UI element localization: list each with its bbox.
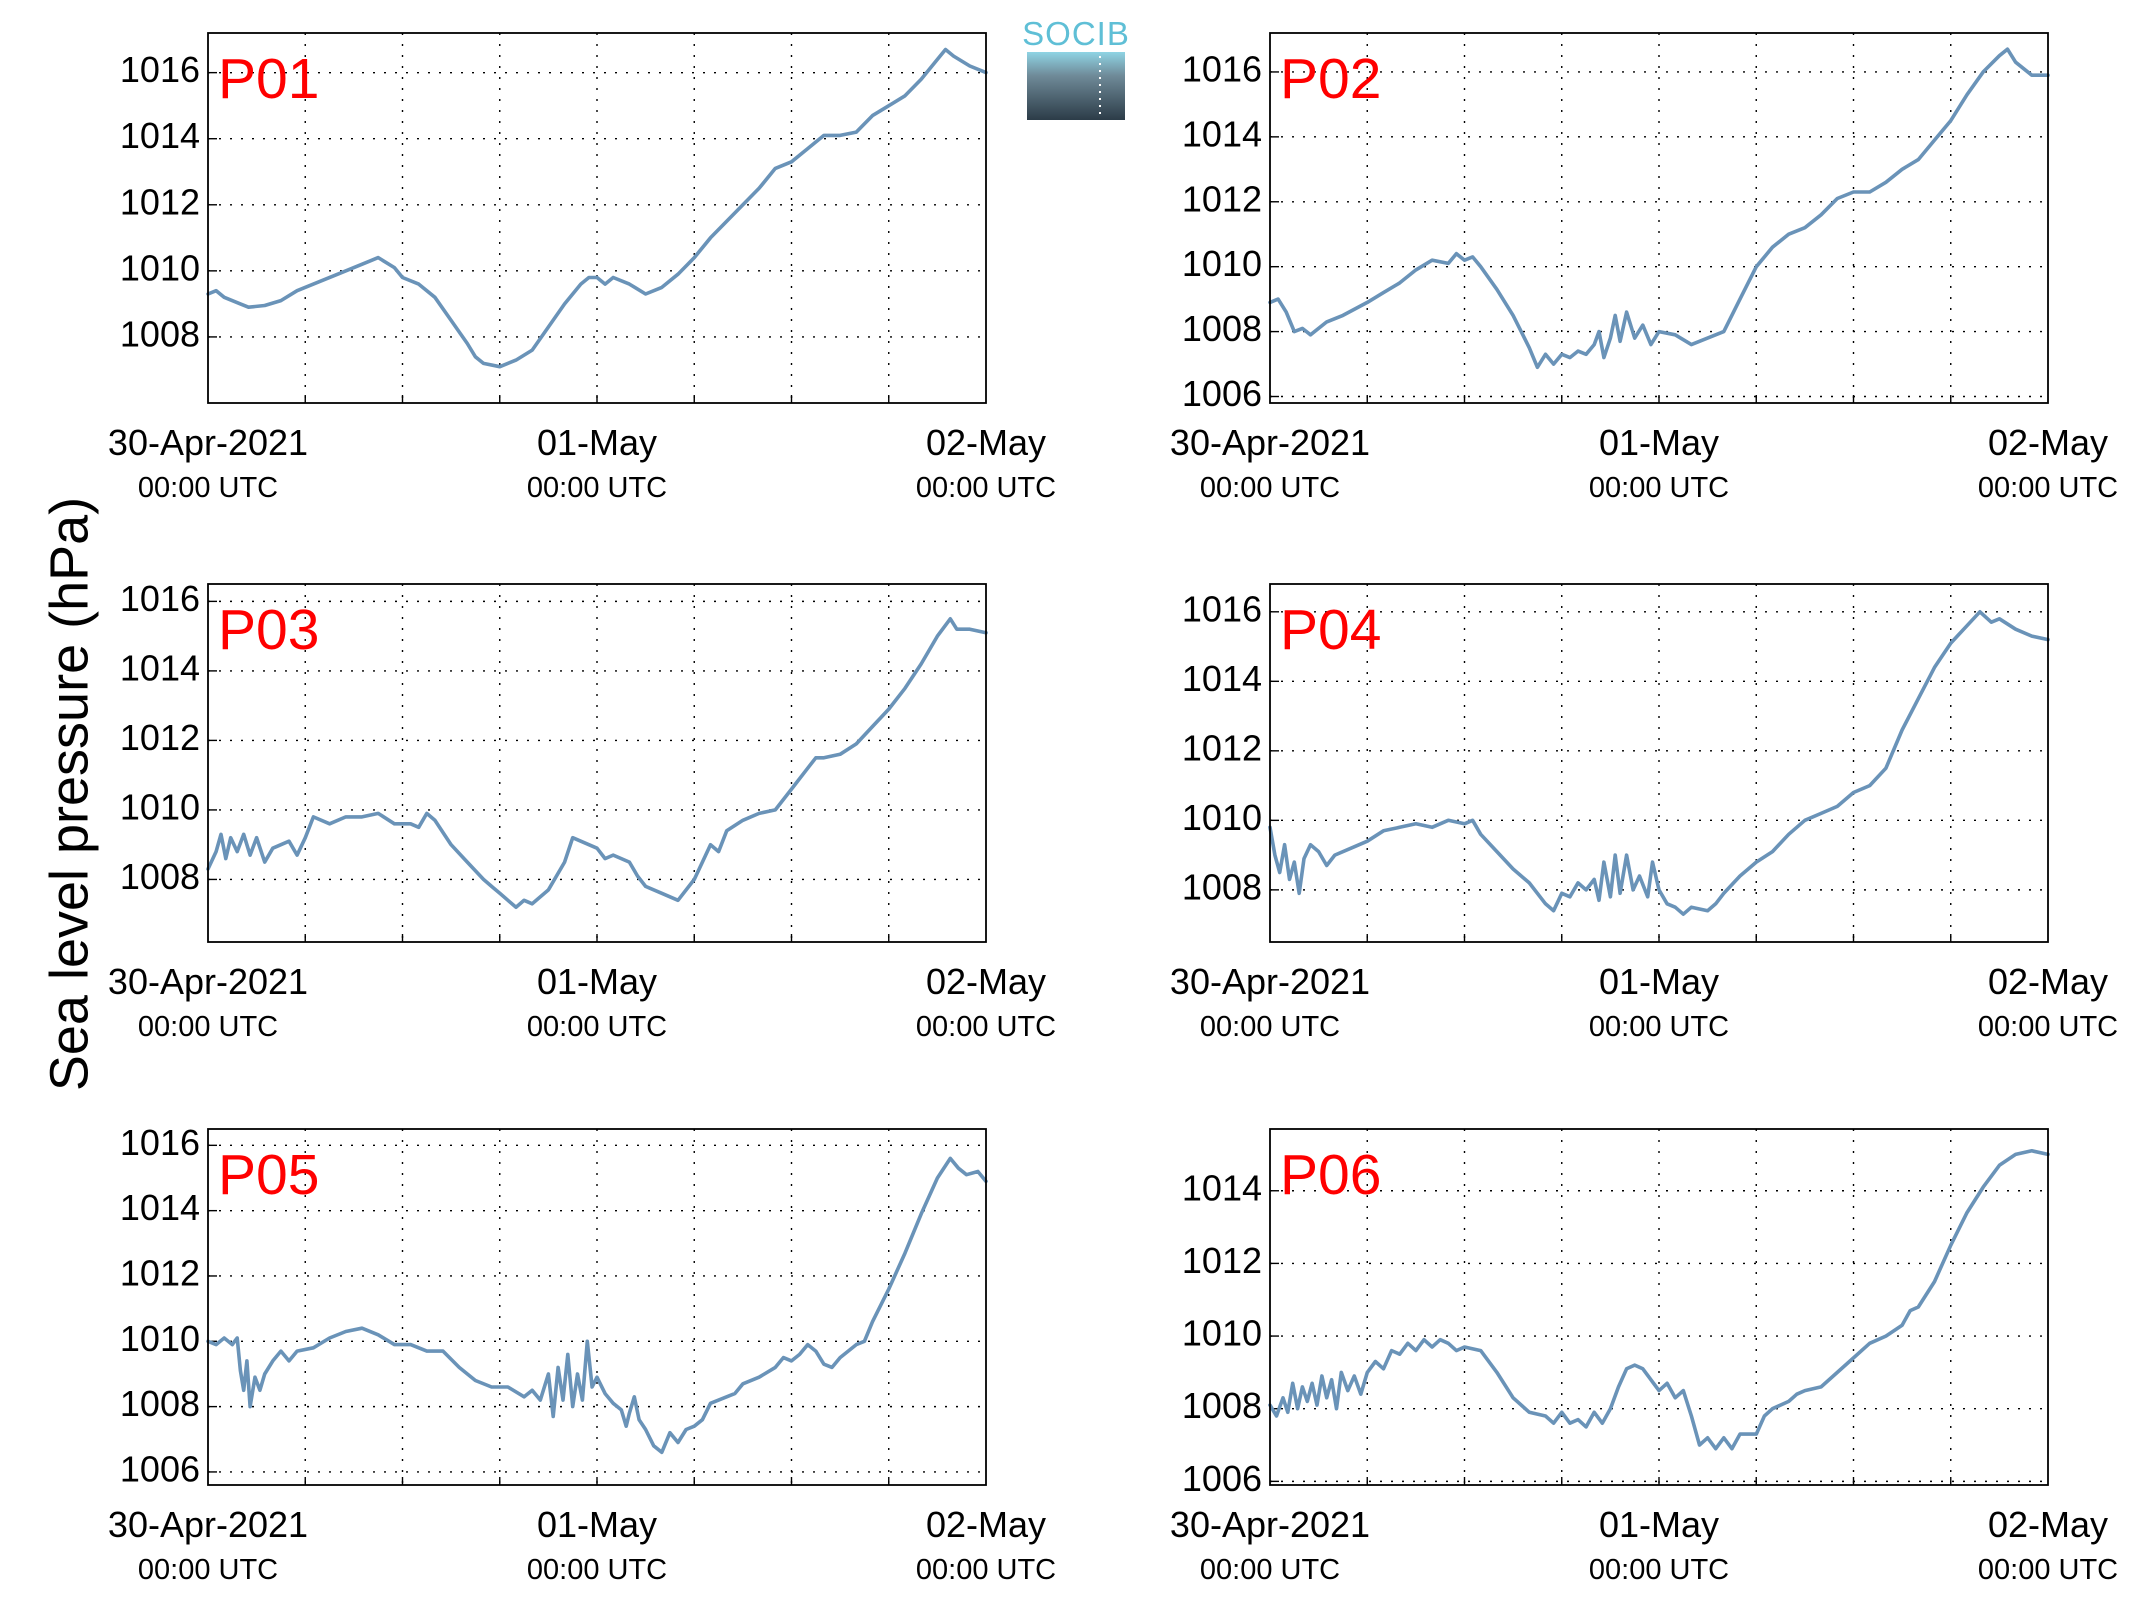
- y-tick-label: 1008: [1182, 308, 1262, 349]
- logo-mark: [1027, 52, 1125, 120]
- x-tick-label-date: 02-May: [1988, 1504, 2108, 1545]
- y-tick-label: 1012: [1182, 178, 1262, 219]
- series-line-p02: [1268, 47, 2050, 370]
- series-line-p04: [1268, 609, 2050, 917]
- x-tick-label-time: 00:00 UTC: [527, 472, 667, 504]
- y-tick-label: 1016: [120, 1122, 200, 1163]
- x-tick-label-time: 00:00 UTC: [527, 1554, 667, 1586]
- x-tick-label-date: 30-Apr-2021: [1170, 961, 1370, 1002]
- y-tick-label: 1014: [120, 647, 200, 688]
- x-tick-label-date: 01-May: [1599, 422, 1719, 463]
- x-tick-label-time: 00:00 UTC: [1200, 1011, 1340, 1043]
- y-tick-label: 1016: [1182, 588, 1262, 629]
- y-tick-label: 1008: [1182, 1385, 1262, 1426]
- x-tick-label-time: 00:00 UTC: [916, 1554, 1056, 1586]
- x-tick-label-time: 00:00 UTC: [1978, 1554, 2118, 1586]
- panel-label: P01: [218, 47, 319, 111]
- y-tick-label: 1010: [1182, 1313, 1262, 1354]
- y-tick-label: 1014: [1182, 1167, 1262, 1208]
- panel-p05: 1006 1008 1010 1012 1014 1016 30-Apr-2021 00:00…: [108, 1122, 1056, 1586]
- x-tick-label-date: 01-May: [1599, 961, 1719, 1002]
- panel-label: P06: [1280, 1143, 1381, 1207]
- x-tick-label-time: 00:00 UTC: [527, 1011, 667, 1043]
- x-tick-label-date: 02-May: [1988, 422, 2108, 463]
- x-tick-label-date: 01-May: [537, 1504, 657, 1545]
- plot-frame: [1269, 32, 2049, 404]
- y-tick-label: 1008: [120, 856, 200, 897]
- series-line-p06: [1268, 1149, 2050, 1451]
- x-tick-label-date: 30-Apr-2021: [1170, 422, 1370, 463]
- y-tick-label: 1010: [1182, 243, 1262, 284]
- x-tick-label-date: 30-Apr-2021: [1170, 1504, 1370, 1545]
- x-tick-label-date: 30-Apr-2021: [108, 1504, 308, 1545]
- x-tick-label-date: 01-May: [1599, 1504, 1719, 1545]
- y-tick-label: 1006: [120, 1448, 200, 1489]
- x-tick-label-date: 02-May: [926, 1504, 1046, 1545]
- panel-p03: 1008 1010 1012 1014 1016 30-Apr-2021 00:00 UTC…: [108, 578, 1056, 1043]
- y-tick-label: 1010: [120, 1318, 200, 1359]
- y-tick-label: 1010: [1182, 797, 1262, 838]
- y-tick-label: 1006: [1182, 373, 1262, 414]
- x-tick-label-time: 00:00 UTC: [1589, 1554, 1729, 1586]
- panel-label: P02: [1280, 47, 1381, 111]
- x-tick-label-time: 00:00 UTC: [138, 472, 278, 504]
- panel-label: P04: [1280, 598, 1381, 662]
- x-tick-label-date: 02-May: [1988, 961, 2108, 1002]
- plot-frame: [1269, 583, 2049, 943]
- plot-frame: [207, 583, 987, 943]
- y-tick-label: 1012: [1182, 1240, 1262, 1281]
- series-line-p03: [206, 616, 988, 910]
- y-tick-label: 1012: [120, 181, 200, 222]
- y-tick-label: 1008: [120, 1383, 200, 1424]
- y-tick-label: 1012: [120, 1252, 200, 1293]
- x-tick-label-date: 30-Apr-2021: [108, 961, 308, 1002]
- panel-label: P03: [218, 598, 319, 662]
- y-tick-label: 1012: [120, 717, 200, 758]
- x-tick-label-time: 00:00 UTC: [138, 1011, 278, 1043]
- series-line-p01: [206, 47, 988, 369]
- y-tick-label: 1008: [120, 313, 200, 354]
- socib-logo: SOCIB: [1022, 15, 1130, 120]
- x-tick-label-time: 00:00 UTC: [1589, 1011, 1729, 1043]
- y-tick-label: 1010: [120, 786, 200, 827]
- y-tick-label: 1016: [1182, 48, 1262, 89]
- x-tick-label-date: 30-Apr-2021: [108, 422, 308, 463]
- x-tick-label-time: 00:00 UTC: [916, 1011, 1056, 1043]
- y-tick-label: 1008: [1182, 866, 1262, 907]
- panel-p06: 1006 1008 1010 1012 1014 30-Apr-2021 00:00 UTC…: [1170, 1128, 2118, 1586]
- y-tick-label: 1012: [1182, 727, 1262, 768]
- plot-frame: [1269, 1128, 2049, 1486]
- y-axis-label: Sea level pressure (hPa): [39, 497, 99, 1091]
- x-tick-label-date: 01-May: [537, 422, 657, 463]
- x-tick-label-time: 00:00 UTC: [1978, 1011, 2118, 1043]
- panel-p01: 1008 1010 1012 1014 1016 30-Apr-2021 00:00 UTC…: [108, 32, 1056, 504]
- y-tick-label: 1014: [1182, 658, 1262, 699]
- x-tick-label-time: 00:00 UTC: [916, 472, 1056, 504]
- x-tick-label-time: 00:00 UTC: [1589, 472, 1729, 504]
- y-tick-label: 1014: [1182, 113, 1262, 154]
- panel-p04: 1008 1010 1012 1014 1016 30-Apr-2021 00:00 UTC…: [1170, 583, 2118, 1043]
- x-tick-label-time: 00:00 UTC: [1978, 472, 2118, 504]
- y-tick-label: 1014: [120, 115, 200, 156]
- panel-label: P05: [218, 1143, 319, 1207]
- x-tick-label-time: 00:00 UTC: [1200, 1554, 1340, 1586]
- plot-frame: [207, 32, 987, 404]
- y-tick-label: 1016: [120, 578, 200, 619]
- x-tick-label-date: 01-May: [537, 961, 657, 1002]
- x-tick-label-date: 02-May: [926, 961, 1046, 1002]
- x-tick-label-date: 02-May: [926, 422, 1046, 463]
- y-tick-label: 1014: [120, 1187, 200, 1228]
- y-tick-label: 1016: [120, 49, 200, 90]
- y-tick-label: 1006: [1182, 1458, 1262, 1499]
- x-tick-label-time: 00:00 UTC: [138, 1554, 278, 1586]
- panel-p02: 1006 1008 1010 1012 1014 1016 30-Apr-2021 00:00…: [1170, 32, 2118, 504]
- series-line-p05: [206, 1156, 988, 1455]
- y-tick-label: 1010: [120, 247, 200, 288]
- logo-text: SOCIB: [1022, 15, 1130, 52]
- x-tick-label-time: 00:00 UTC: [1200, 472, 1340, 504]
- plot-frame: [207, 1128, 987, 1486]
